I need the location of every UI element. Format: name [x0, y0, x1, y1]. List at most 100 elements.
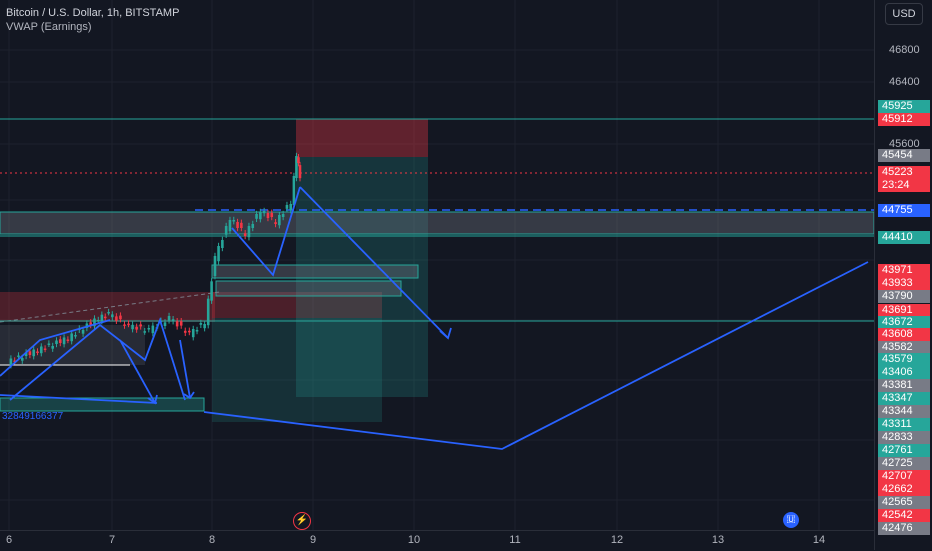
- candle-body: [236, 222, 239, 228]
- candle-body: [297, 157, 300, 164]
- price-badge: 44755: [878, 204, 930, 217]
- candle-body: [259, 212, 262, 220]
- price-badge: 42833: [878, 431, 930, 444]
- candle-body: [163, 322, 167, 326]
- candle-body: [199, 323, 203, 325]
- candle-body: [217, 246, 220, 262]
- trendline-lower: [0, 394, 158, 404]
- candle-body: [119, 315, 122, 320]
- candle-body: [143, 331, 147, 333]
- candle-body: [191, 329, 195, 338]
- currency-button[interactable]: USD: [885, 3, 923, 25]
- candle-body: [70, 333, 73, 342]
- time-tick-label: 6: [5, 534, 13, 546]
- time-tick-label: 11: [509, 534, 521, 546]
- candle-body: [81, 330, 85, 334]
- candle-body: [266, 213, 270, 218]
- price-axis[interactable]: USD 46800 46400 45600 45925 45912 45454 45223…: [874, 0, 932, 550]
- candle-body: [135, 326, 138, 330]
- price-badge: 45925: [878, 100, 930, 113]
- candle-body: [206, 298, 210, 326]
- price-badge: 42476: [878, 522, 930, 535]
- price-badge: 42761: [878, 444, 930, 457]
- candle-body: [24, 352, 28, 356]
- price-badge: 43311: [878, 418, 930, 431]
- candle-body: [39, 346, 43, 354]
- projection-long-path: [203, 261, 869, 450]
- candle-body: [32, 349, 35, 357]
- price-badge: 44410: [878, 231, 930, 244]
- dashed-trendline: [0, 291, 221, 323]
- candle-body: [147, 328, 151, 330]
- candle-body: [9, 358, 13, 366]
- price-badge: 43790: [878, 290, 930, 303]
- projection-zigzag: [231, 186, 301, 277]
- order-block-1: [211, 264, 419, 279]
- price-tick-label: 46800: [889, 44, 920, 56]
- time-tick-label: 9: [309, 534, 317, 546]
- arrow-head-1: [439, 327, 452, 340]
- price-badge: 45223 23:24: [878, 166, 930, 192]
- projection-down-arrow: [299, 186, 449, 339]
- candle-body: [13, 360, 16, 362]
- chart-area[interactable]: [0, 0, 874, 530]
- price-chart[interactable]: [0, 0, 874, 530]
- supply-band-border: [0, 211, 874, 235]
- candle-body: [47, 343, 51, 345]
- price-badge: 42542: [878, 509, 930, 522]
- stop-loss-zone: [296, 119, 428, 157]
- us-flag-event-icon[interactable]: 🇺: [783, 512, 799, 528]
- time-tick-label: 13: [711, 534, 725, 546]
- candle-body: [74, 335, 77, 337]
- candle-body: [203, 324, 206, 329]
- drawing-annotation: 32849166377: [2, 411, 64, 422]
- candle-body: [96, 320, 100, 322]
- candle-body: [224, 226, 228, 235]
- candle-body: [251, 224, 255, 228]
- candle-body: [127, 323, 130, 326]
- candle-body: [243, 233, 247, 236]
- wave-drawing-left: [9, 317, 186, 401]
- symbol-title[interactable]: Bitcoin / U.S. Dollar, 1h, BITSTAMP: [6, 7, 180, 19]
- candle-body: [131, 324, 134, 330]
- price-badge: 43406: [878, 366, 930, 379]
- target-zone-lower: [212, 318, 382, 422]
- candle-body: [28, 351, 32, 355]
- indicator-label[interactable]: VWAP (Earnings): [6, 21, 92, 33]
- candle-body: [289, 204, 293, 211]
- price-badge: 43381: [878, 379, 930, 392]
- candle-body: [228, 220, 232, 232]
- price-badge: 45912: [878, 113, 930, 126]
- candle-body: [58, 339, 62, 343]
- price-badge: 43347: [878, 392, 930, 405]
- candle-body: [36, 351, 39, 353]
- price-badge: 45454: [878, 149, 930, 162]
- channel-top: [0, 319, 111, 377]
- arrow-line-3: [179, 339, 191, 399]
- order-block-2: [215, 280, 402, 297]
- candle-body: [111, 314, 114, 318]
- candle-body: [107, 312, 110, 314]
- time-axis[interactable]: 6 7 8 9 10 11 12 13 14: [0, 530, 874, 551]
- price-tick-label: 45600: [889, 138, 920, 150]
- candle-body: [103, 316, 107, 319]
- candle-body: [274, 222, 277, 224]
- arrow-head-3: [183, 391, 195, 400]
- arrow-line-2: [119, 339, 156, 404]
- take-profit-zone: [296, 157, 428, 397]
- price-badge: 43608: [878, 328, 930, 341]
- candle-body: [55, 340, 58, 344]
- candle-body: [20, 358, 24, 361]
- candle-body: [66, 339, 70, 341]
- time-tick-label: 7: [108, 534, 116, 546]
- candle-body: [247, 226, 251, 238]
- candle-body: [89, 322, 92, 325]
- candle-body: [281, 214, 285, 217]
- candle-body: [262, 211, 266, 214]
- price-badge: 43691: [878, 304, 930, 317]
- candle-body: [62, 337, 66, 345]
- price-badge: 42725: [878, 457, 930, 470]
- lightning-event-icon[interactable]: ⚡: [293, 512, 311, 530]
- price-badge: 43933: [878, 277, 930, 290]
- candle-body: [285, 205, 289, 209]
